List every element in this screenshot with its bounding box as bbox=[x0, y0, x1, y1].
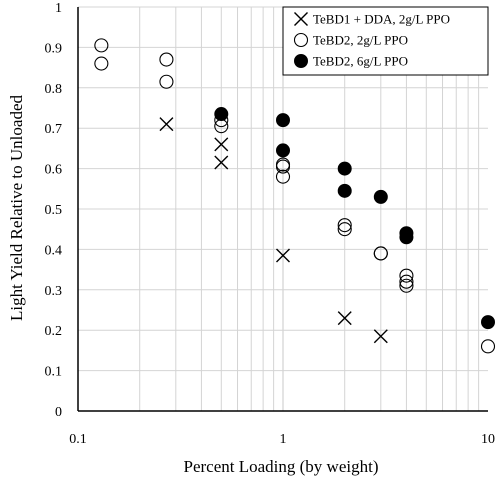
data-point bbox=[94, 38, 109, 53]
data-point bbox=[337, 161, 352, 176]
data-point bbox=[373, 246, 388, 261]
data-point bbox=[275, 159, 291, 174]
y-tick-label: 0.7 bbox=[45, 122, 63, 137]
x-axis-title: Percent Loading (by weight) bbox=[184, 457, 379, 476]
data-point bbox=[159, 74, 174, 89]
legend-marker bbox=[293, 32, 309, 48]
data-point bbox=[214, 107, 229, 122]
data-point bbox=[159, 117, 174, 132]
y-tick-label: 0.4 bbox=[45, 243, 63, 258]
data-point bbox=[480, 339, 496, 354]
legend-label: TeBD1 + DDA, 2g/L PPO bbox=[313, 12, 450, 27]
data-point bbox=[276, 143, 290, 158]
x-marker-stroke bbox=[337, 311, 352, 326]
legend-marker bbox=[294, 54, 308, 68]
data-point bbox=[337, 183, 352, 198]
data-point bbox=[214, 137, 229, 152]
data-point bbox=[399, 268, 414, 283]
x-marker-stroke bbox=[294, 12, 308, 26]
data-point bbox=[276, 248, 290, 263]
data-point bbox=[276, 113, 290, 128]
data-points bbox=[94, 38, 496, 354]
y-tick-label: 0.5 bbox=[45, 203, 63, 218]
tick-labels: 0 0.1 0.2 0.3 0.4 0.5 0.6 0.7 0.8 0.9 1 0.1 1 10 bbox=[45, 1, 496, 447]
data-point bbox=[373, 329, 388, 344]
y-tick-label: 0.9 bbox=[45, 41, 63, 56]
legend-box bbox=[282, 6, 489, 76]
x-marker-stroke bbox=[214, 155, 229, 170]
legend-marker bbox=[294, 12, 308, 26]
x-marker-stroke bbox=[373, 329, 388, 344]
data-point bbox=[481, 315, 495, 330]
x-tick-label: 1 bbox=[280, 432, 287, 447]
x-tick-label: 0.1 bbox=[69, 432, 87, 447]
legend: TeBD1 + DDA, 2g/L PPO TeBD2, 2g/L PPO TeBD… bbox=[282, 6, 489, 76]
plot-area bbox=[77, 7, 488, 412]
x-marker-stroke bbox=[159, 117, 174, 132]
data-point bbox=[159, 52, 174, 67]
y-tick-label: 0.3 bbox=[45, 284, 63, 299]
data-point bbox=[214, 155, 229, 170]
data-point bbox=[399, 274, 414, 289]
data-point bbox=[337, 222, 352, 237]
data-point bbox=[399, 278, 414, 293]
y-tick-label: 0.2 bbox=[45, 324, 63, 339]
legend-label: TeBD2, 6g/L PPO bbox=[313, 54, 408, 69]
data-point bbox=[94, 56, 109, 71]
y-axis-title: Light Yield Relative to Unloaded bbox=[7, 95, 26, 321]
data-point bbox=[373, 189, 388, 204]
series-open-circle bbox=[94, 38, 496, 354]
y-tick-label: 0.1 bbox=[45, 365, 63, 380]
x-tick-label: 10 bbox=[481, 432, 495, 447]
y-tick-label: 1 bbox=[55, 1, 62, 16]
data-point bbox=[337, 218, 352, 233]
x-marker-stroke bbox=[214, 137, 229, 152]
data-point bbox=[337, 311, 352, 326]
y-tick-label: 0.8 bbox=[45, 82, 63, 97]
legend-label: TeBD2, 2g/L PPO bbox=[313, 33, 408, 48]
y-tick-label: 0 bbox=[55, 405, 62, 420]
series-x bbox=[159, 117, 388, 344]
series-filled-circle bbox=[214, 107, 495, 330]
x-marker-stroke bbox=[276, 248, 290, 263]
data-point bbox=[399, 230, 414, 245]
data-point bbox=[275, 169, 291, 184]
y-tick-label: 0.6 bbox=[45, 163, 63, 178]
